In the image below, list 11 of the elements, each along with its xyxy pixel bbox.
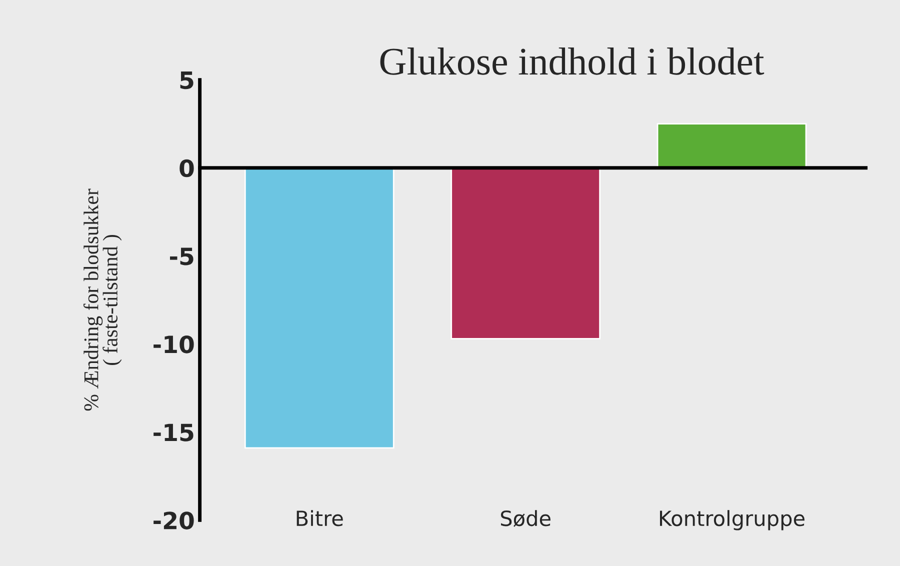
y-tick-label: 5 xyxy=(180,72,194,90)
x-tick-label: Kontrolgruppe xyxy=(660,510,804,530)
chart-title: Glukose indhold i blodet xyxy=(380,47,764,75)
y-tick-label: -15 xyxy=(154,424,194,442)
x-tick-label: Bitre xyxy=(296,510,343,526)
y-axis-title: % Ændring for blodsukker ( faste-tilstand ) xyxy=(83,188,122,411)
x-tick-label: Søde xyxy=(500,510,550,527)
y-tick-label: -10 xyxy=(154,335,194,354)
y-tick-label: 0 xyxy=(180,159,194,178)
y-tick-label: -5 xyxy=(170,248,194,266)
y-tick-label: -20 xyxy=(154,512,194,530)
